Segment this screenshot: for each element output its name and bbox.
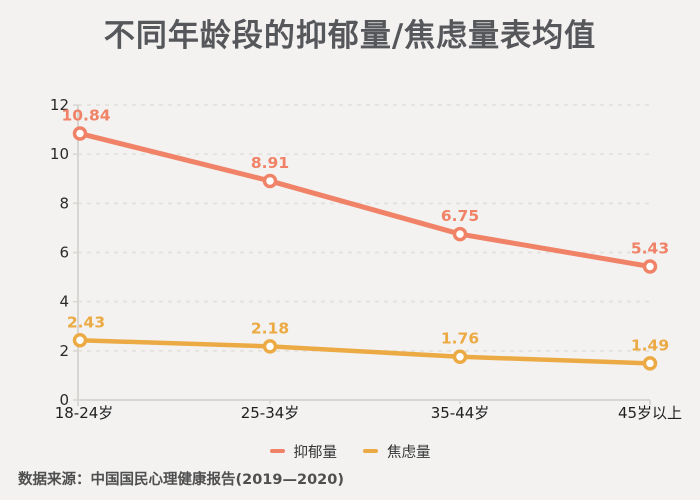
anxiety-value-label-2: 1.76	[441, 330, 479, 348]
legend-item-anxiety: 焦虑量	[363, 441, 431, 462]
data-source-note: 数据来源：中国国民心理健康报告(2019—2020)	[18, 472, 344, 488]
y-tick-label: 8	[59, 194, 69, 212]
depression-point-2	[452, 226, 468, 242]
legend-label-depression: 抑郁量	[293, 444, 338, 461]
depression-point-1	[262, 173, 278, 189]
x-tick-label: 18-24岁	[55, 404, 114, 422]
y-tick-label: 0	[59, 391, 69, 409]
anxiety-point-1	[262, 339, 278, 354]
anxiety-point-3	[642, 356, 658, 371]
line-chart-canvas: 0 2 4 6 8 10 12 18-24岁 25-34岁 35-44岁 45岁以上 10.84 8.9…	[50, 96, 682, 422]
depression-value-label-2: 6.75	[441, 207, 479, 225]
anxiety-point-0	[72, 333, 88, 348]
x-tick-label: 35-44岁	[431, 404, 490, 422]
depression-point-3	[642, 259, 658, 274]
anxiety-line	[77, 338, 653, 366]
legend-label-anxiety: 焦虑量	[387, 444, 431, 461]
y-tick-label: 4	[59, 293, 69, 311]
y-tick-label: 2	[59, 342, 69, 360]
depression-point-0	[72, 126, 88, 141]
anxiety-value-label-3: 1.49	[631, 336, 669, 354]
anxiety-point-2	[452, 349, 468, 364]
chart-legend: 抑郁量 焦虑量	[0, 441, 700, 461]
legend-item-depression: 抑郁量	[269, 441, 338, 462]
anxiety-value-label-1: 2.18	[251, 319, 289, 337]
depression-value-label-1: 8.91	[251, 154, 289, 172]
anxiety-legend-dash-icon	[363, 449, 378, 453]
x-tick-label: 25-34岁	[241, 404, 300, 422]
y-tick-label: 10	[50, 145, 69, 163]
y-tick-label: 12	[50, 96, 69, 114]
y-tick-label: 6	[59, 244, 69, 262]
x-tick-label: 45岁以上	[618, 404, 682, 422]
anxiety-value-label-0: 2.43	[67, 313, 105, 331]
depression-line	[77, 131, 653, 270]
depression-value-label-0: 10.84	[61, 107, 110, 125]
chart-title: 不同年龄段的抑郁量/焦虑量表均值	[103, 18, 597, 54]
depression-value-label-3: 5.43	[631, 240, 669, 258]
depression-legend-dash-icon	[269, 449, 285, 453]
